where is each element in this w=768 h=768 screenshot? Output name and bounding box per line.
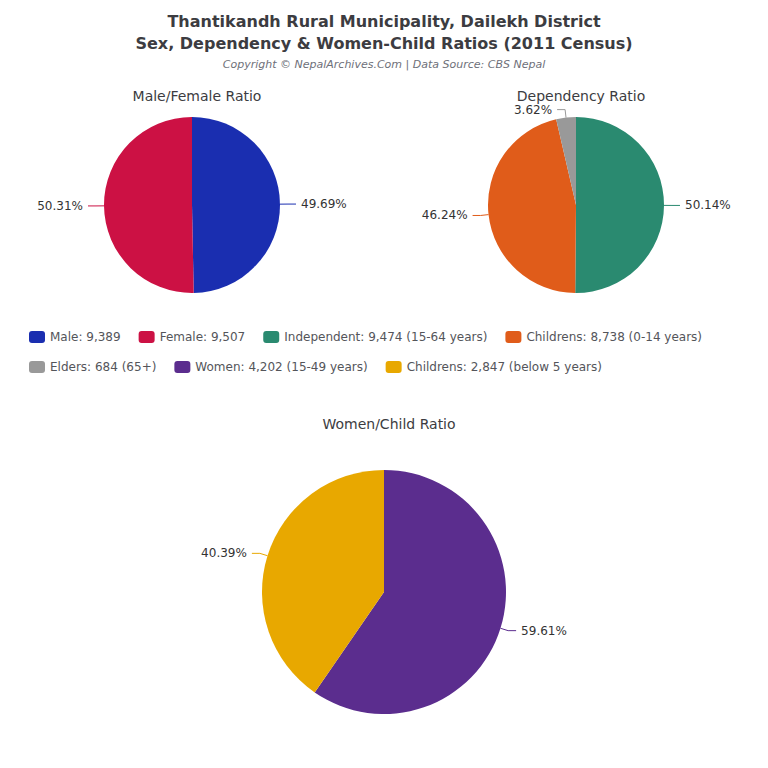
svg-text:Elders: 684 (65+): Elders: 684 (65+)	[50, 360, 156, 374]
svg-text:Sex, Dependency & Women-Child: Sex, Dependency & Women-Child Ratios (20…	[135, 34, 632, 53]
svg-text:40.39%: 40.39%	[201, 546, 247, 560]
svg-text:Male/Female Ratio: Male/Female Ratio	[133, 88, 262, 104]
svg-text:49.69%: 49.69%	[301, 197, 347, 211]
svg-text:Women/Child Ratio: Women/Child Ratio	[322, 416, 455, 432]
svg-text:Copyright © NepalArchives.Com: Copyright © NepalArchives.Com | Data Sou…	[223, 58, 545, 71]
svg-text:Male: 9,389: Male: 9,389	[50, 330, 121, 344]
svg-text:59.61%: 59.61%	[521, 624, 567, 638]
svg-text:Childrens: 8,738 (0-14 years): Childrens: 8,738 (0-14 years)	[526, 330, 702, 344]
svg-text:Thantikandh Rural Municipality: Thantikandh Rural Municipality, Dailekh …	[167, 12, 600, 31]
svg-text:50.14%: 50.14%	[685, 198, 731, 212]
svg-text:Childrens: 2,847 (below 5 year: Childrens: 2,847 (below 5 years)	[407, 360, 602, 374]
svg-text:Dependency Ratio: Dependency Ratio	[517, 88, 646, 104]
svg-text:Independent: 9,474 (15-64 year: Independent: 9,474 (15-64 years)	[284, 330, 487, 344]
svg-text:Women: 4,202 (15-49 years): Women: 4,202 (15-49 years)	[195, 360, 367, 374]
svg-text:Female: 9,507: Female: 9,507	[160, 330, 246, 344]
svg-text:46.24%: 46.24%	[422, 208, 468, 222]
svg-text:50.31%: 50.31%	[37, 199, 83, 213]
svg-text:3.62%: 3.62%	[514, 103, 552, 117]
